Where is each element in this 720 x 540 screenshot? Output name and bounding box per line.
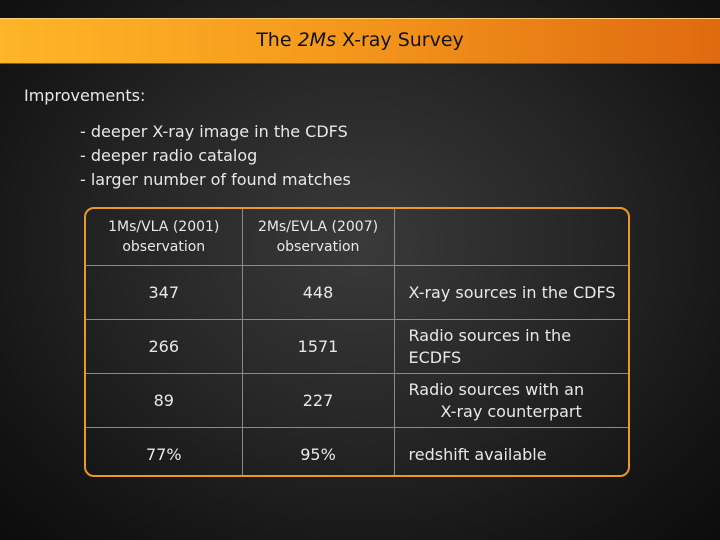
header-line: 2Ms/EVLA (2007) <box>257 219 379 235</box>
cell-2ms: 448 <box>241 265 395 320</box>
table-row: 347 448 X-ray sources in the CDFS <box>86 265 628 320</box>
table-row: 77% 95% redshift available <box>86 427 628 475</box>
title-bar: The 2Ms X-ray Survey <box>0 18 720 64</box>
header-line: observation <box>122 239 206 255</box>
description-line: Radio sources with an <box>408 379 585 399</box>
cell-description: X-ray sources in the CDFS <box>393 265 628 320</box>
header-cell-2ms: 2Ms/EVLA (2007) observation <box>241 209 395 266</box>
description-line-2: X-ray counterpart <box>440 401 582 421</box>
cell-1ms: 77% <box>86 427 243 475</box>
cell-2ms: 1571 <box>241 319 395 374</box>
table-row: 89 227 Radio sources with an X-ray counte… <box>86 373 628 428</box>
list-item: - deeper X-ray image in the CDFS <box>80 122 348 141</box>
header-cell-1ms: 1Ms/VLA (2001) observation <box>86 209 243 266</box>
table-row: 266 1571 Radio sources in the ECDFS <box>86 319 628 374</box>
description-line: redshift available <box>408 444 547 464</box>
header-line: 1Ms/VLA (2001) <box>108 219 220 235</box>
list-item: - deeper radio catalog <box>80 146 258 165</box>
slide-title: The 2Ms X-ray Survey <box>0 29 720 51</box>
description-line: X-ray sources in the CDFS <box>408 282 616 302</box>
cell-1ms: 266 <box>86 319 243 374</box>
table-header-row: 1Ms/VLA (2001) observation 2Ms/EVLA (200… <box>86 209 628 266</box>
title-prefix: The <box>256 29 298 51</box>
cell-2ms: 227 <box>241 373 395 428</box>
cell-description: Radio sources with an X-ray counterpart <box>393 373 628 428</box>
description-line: Radio sources in the ECDFS <box>408 325 572 367</box>
improvements-list: - deeper X-ray image in the CDFS - deepe… <box>80 120 351 192</box>
header-line: observation <box>276 239 360 255</box>
comparison-table: 1Ms/VLA (2001) observation 2Ms/EVLA (200… <box>84 207 630 477</box>
cell-description: Radio sources in the ECDFS <box>393 319 628 374</box>
cell-description: redshift available <box>393 427 628 475</box>
cell-1ms: 89 <box>86 373 243 428</box>
section-label: Improvements: <box>24 86 146 105</box>
list-item: - larger number of found matches <box>80 170 351 189</box>
title-italic: 2Ms <box>297 29 336 51</box>
title-suffix: X-ray Survey <box>335 29 464 51</box>
header-cell-blank <box>393 209 628 266</box>
cell-2ms: 95% <box>241 427 395 475</box>
cell-1ms: 347 <box>86 265 243 320</box>
